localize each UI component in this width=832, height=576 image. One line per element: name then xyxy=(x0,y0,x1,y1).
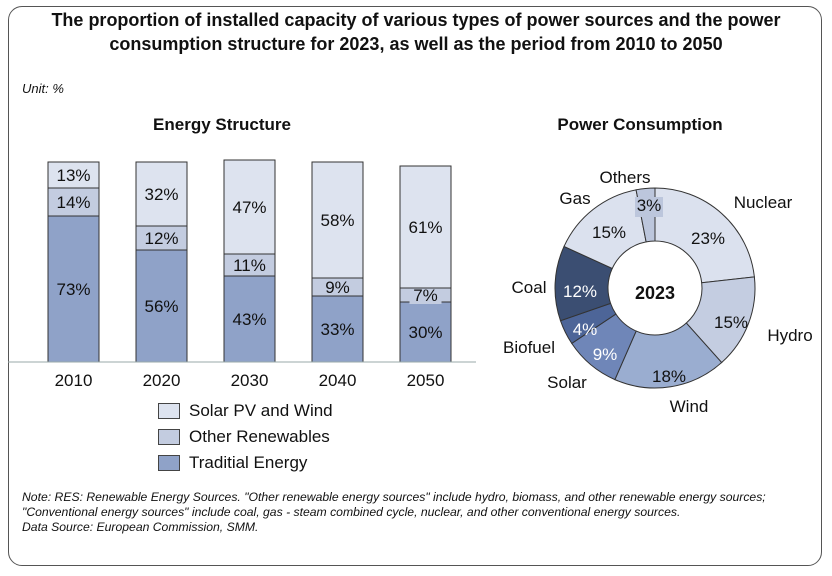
bar-solar-pv-and-wind-2030 xyxy=(223,159,276,255)
donut-slice-nuclear xyxy=(654,187,755,284)
legend-swatch-traditional xyxy=(158,455,180,471)
data-label-other-renewables-2050: 7% xyxy=(413,286,438,305)
source-text: Data Source: European Commission, SMM. xyxy=(22,520,259,534)
data-label-solar-pv-and-wind-2050: 61% xyxy=(408,218,442,237)
data-label-bg-other-renewables-2050 xyxy=(409,286,442,304)
x-tick-2040: 2040 xyxy=(319,371,357,390)
data-label-solar-pv-and-wind-2020: 32% xyxy=(144,185,178,204)
unit-label: Unit: % xyxy=(22,81,64,96)
donut-name-wind: Wind xyxy=(670,397,709,416)
legend-label-traditional: Traditial Energy xyxy=(189,453,308,472)
note-text: Note: RES: Renewable Energy Sources. "Ot… xyxy=(22,490,766,519)
legend-item-traditional: Traditial Energy xyxy=(158,450,333,476)
legend-item-other-renewables: Other Renewables xyxy=(158,424,333,450)
donut-pct-nuclear: 23% xyxy=(691,229,725,248)
data-label-traditial-energy-2030: 43% xyxy=(232,310,266,329)
donut-pct-coal: 12% xyxy=(563,282,597,301)
donut-chart-title: Power Consumption xyxy=(557,115,723,134)
x-tick-2010: 2010 xyxy=(55,371,93,390)
donut-pct-gas: 15% xyxy=(592,223,626,242)
data-label-other-renewables-2040: 9% xyxy=(325,278,350,297)
legend-label-solar-wind: Solar PV and Wind xyxy=(189,401,333,420)
data-label-traditial-energy-2010: 73% xyxy=(56,280,90,299)
legend-swatch-solar-wind xyxy=(158,403,180,419)
data-label-other-renewables-2010: 14% xyxy=(56,193,90,212)
donut-name-biofuel: Biofuel xyxy=(503,338,555,357)
donut-pct-others: 3% xyxy=(637,196,662,215)
bar-traditial-energy-2050 xyxy=(399,301,452,363)
data-label-traditial-energy-2040: 33% xyxy=(320,320,354,339)
donut-name-coal: Coal xyxy=(512,278,547,297)
bar-traditial-energy-2030 xyxy=(223,275,276,363)
data-label-solar-pv-and-wind-2030: 47% xyxy=(232,198,266,217)
donut-pct-solar: 9% xyxy=(593,345,618,364)
bar-other-renewables-2020 xyxy=(135,225,188,251)
bar-solar-pv-and-wind-2050 xyxy=(399,165,452,289)
donut-name-hydro: Hydro xyxy=(767,326,812,345)
bar-other-renewables-2010 xyxy=(47,187,100,217)
bar-chart-title: Energy Structure xyxy=(153,115,291,134)
bar-solar-pv-and-wind-2010 xyxy=(47,161,100,189)
data-label-traditial-energy-2020: 56% xyxy=(144,297,178,316)
bar-solar-pv-and-wind-2040 xyxy=(311,161,364,279)
data-label-other-renewables-2020: 12% xyxy=(144,229,178,248)
data-label-traditial-energy-2050: 30% xyxy=(408,323,442,342)
data-label-solar-pv-and-wind-2040: 58% xyxy=(320,211,354,230)
bar-legend: Solar PV and Wind Other Renewables Tradi… xyxy=(158,398,333,476)
x-tick-2020: 2020 xyxy=(143,371,181,390)
data-label-other-renewables-2030: 11% xyxy=(233,256,266,275)
donut-center-label: 2023 xyxy=(635,283,675,303)
legend-item-solar-wind: Solar PV and Wind xyxy=(158,398,333,424)
donut-name-solar: Solar xyxy=(547,373,587,392)
donut-name-nuclear: Nuclear xyxy=(734,193,793,212)
donut-pct-biofuel: 4% xyxy=(573,320,598,339)
donut-name-gas: Gas xyxy=(559,189,590,208)
legend-label-other-renewables: Other Renewables xyxy=(189,427,330,446)
donut-pct-hydro: 15% xyxy=(714,313,748,332)
donut-pct-wind: 18% xyxy=(652,367,686,386)
x-tick-2050: 2050 xyxy=(407,371,445,390)
legend-swatch-other-renewables xyxy=(158,429,180,445)
donut-name-others: Others xyxy=(599,168,650,187)
chart-title: The proportion of installed capacity of … xyxy=(51,10,781,54)
chart-frame xyxy=(8,6,822,566)
bar-solar-pv-and-wind-2020 xyxy=(135,161,188,227)
data-label-solar-pv-and-wind-2010: 13% xyxy=(56,166,90,185)
donut-label-bg-others xyxy=(635,197,663,217)
x-tick-2030: 2030 xyxy=(231,371,269,390)
footnote: Note: RES: Renewable Energy Sources. "Ot… xyxy=(22,490,812,535)
